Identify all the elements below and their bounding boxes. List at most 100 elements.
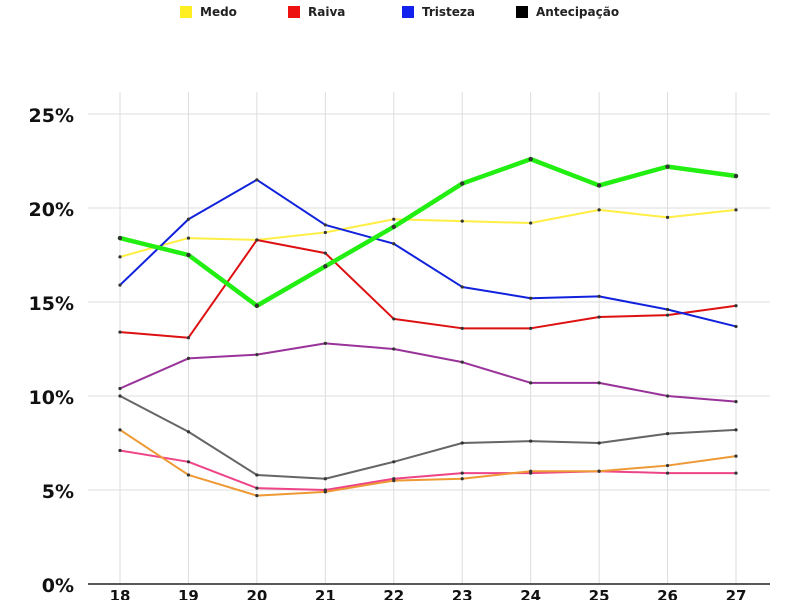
data-point: [118, 386, 122, 391]
data-point: [665, 432, 670, 436]
legend-item-medo[interactable]: Medo: [180, 5, 237, 19]
legend-item-antecipacao[interactable]: Antecipação: [516, 5, 619, 19]
legend-swatch-medo: [180, 6, 192, 18]
data-point: [460, 326, 464, 330]
series-lines: [117, 156, 739, 498]
y-tick-label: 5%: [42, 481, 74, 503]
data-point: [118, 428, 122, 432]
data-point: [665, 463, 670, 468]
data-point: [529, 439, 533, 443]
series-2: [118, 238, 738, 340]
y-tick-label: 0%: [42, 575, 74, 597]
data-point: [460, 181, 465, 186]
data-point: [255, 473, 259, 477]
data-point: [323, 341, 327, 345]
data-point: [323, 490, 327, 494]
data-point: [528, 156, 533, 162]
data-point: [460, 360, 464, 364]
data-point: [734, 208, 738, 212]
series-5: [118, 341, 738, 404]
series-line: [119, 342, 737, 403]
data-point: [186, 356, 191, 360]
data-point: [529, 326, 533, 330]
data-point: [734, 471, 738, 475]
x-tick-label: 24: [520, 587, 541, 600]
x-tick-label: 19: [178, 587, 199, 600]
data-point: [665, 471, 670, 475]
data-point: [529, 221, 533, 225]
series-line: [119, 178, 737, 328]
series-7: [118, 448, 738, 492]
data-point: [597, 441, 601, 445]
data-point: [460, 441, 464, 445]
data-point: [186, 460, 191, 464]
data-point: [255, 178, 259, 182]
data-point: [734, 428, 738, 432]
series-line: [119, 428, 737, 497]
x-tick-label: 25: [589, 587, 610, 600]
data-point: [733, 173, 739, 179]
series-line: [119, 238, 737, 339]
data-point: [392, 347, 396, 351]
data-point: [665, 307, 670, 312]
x-tick-label: 20: [246, 587, 267, 600]
data-point: [597, 381, 601, 385]
legend-label-medo: Medo: [200, 5, 237, 19]
data-point: [460, 477, 464, 481]
data-point: [186, 336, 191, 340]
legend-item-raiva[interactable]: Raiva: [288, 5, 345, 19]
data-point: [529, 296, 533, 300]
y-tick-label: 10%: [29, 387, 74, 409]
data-point: [186, 473, 191, 477]
data-point: [118, 394, 122, 398]
data-point: [460, 471, 464, 475]
data-point: [392, 317, 396, 321]
series-1: [118, 208, 738, 259]
data-point: [323, 264, 328, 269]
data-point: [323, 230, 327, 235]
data-point: [597, 315, 601, 319]
series-line: [119, 449, 737, 491]
data-point: [186, 236, 191, 240]
data-point: [734, 400, 738, 404]
data-point: [255, 238, 259, 242]
legend-item-tristeza[interactable]: Tristeza: [402, 5, 475, 19]
series-6: [118, 394, 738, 481]
series-3: [118, 178, 738, 329]
series-8: [118, 428, 738, 498]
x-tick-label: 26: [657, 587, 678, 600]
data-point: [255, 494, 259, 498]
x-tick-label: 27: [726, 587, 747, 600]
data-point: [255, 353, 259, 357]
data-point: [186, 217, 191, 221]
data-point: [186, 430, 191, 434]
data-point: [392, 217, 396, 221]
data-point: [323, 251, 327, 255]
data-point: [255, 486, 259, 490]
legend: Medo Raiva Tristeza Antecipação: [0, 5, 800, 25]
data-point: [734, 454, 738, 458]
data-point: [118, 330, 122, 334]
data-point: [597, 294, 601, 298]
x-tick-label: 23: [452, 587, 473, 600]
data-point: [597, 469, 601, 473]
data-point: [597, 208, 601, 212]
data-point: [117, 235, 123, 241]
data-point: [596, 183, 602, 188]
data-point: [118, 283, 122, 287]
data-point: [392, 460, 396, 464]
data-point: [665, 394, 670, 398]
legend-swatch-raiva: [288, 6, 300, 18]
legend-swatch-antecipacao: [516, 6, 528, 18]
data-point: [665, 313, 670, 317]
data-point: [734, 304, 738, 308]
data-point: [391, 224, 396, 229]
data-point: [323, 223, 327, 227]
data-point: [460, 285, 464, 289]
data-point: [254, 303, 260, 308]
legend-label-raiva: Raiva: [308, 5, 346, 19]
legend-label-antecipacao: Antecipação: [536, 5, 620, 19]
y-tick-label: 20%: [29, 199, 74, 221]
series-line: [119, 208, 737, 258]
series-line: [119, 395, 737, 480]
